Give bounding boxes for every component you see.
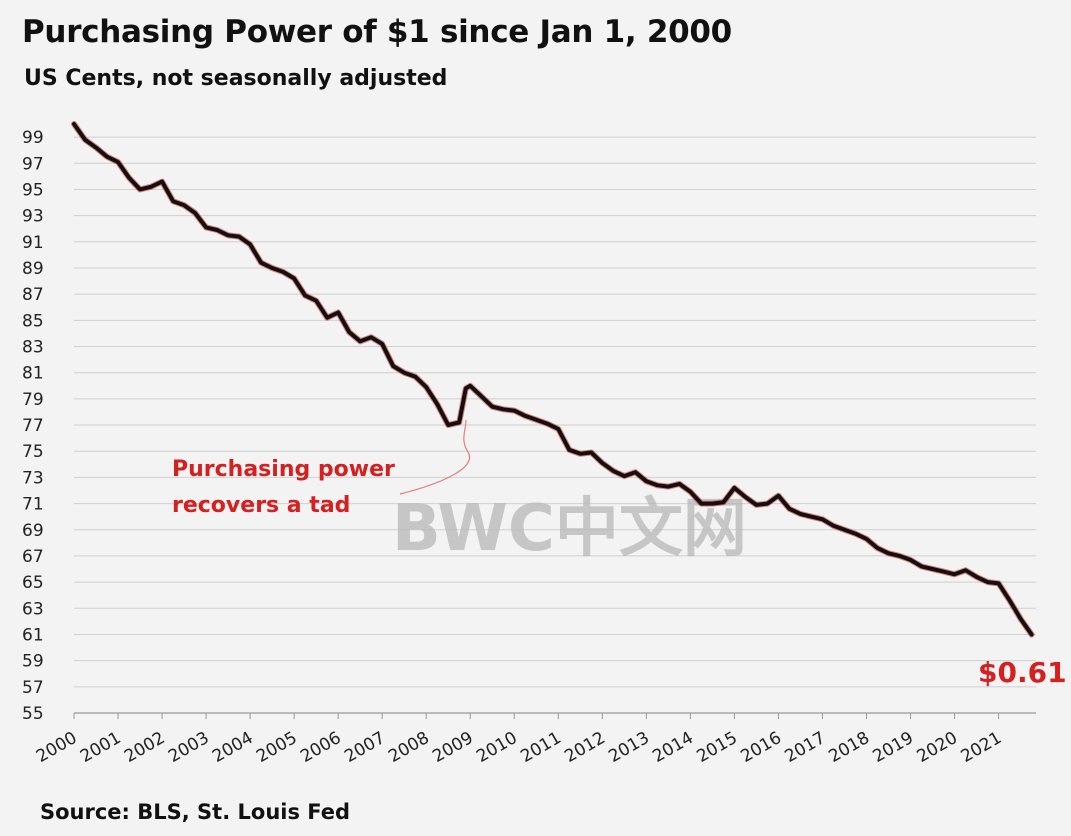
source-note: Source: BLS, St. Louis Fed — [40, 800, 351, 824]
series-line — [72, 122, 1034, 637]
x-tick-label: 2019 — [870, 728, 917, 767]
annotations: Purchasing power recovers a tad $0.61 — [172, 419, 1067, 689]
y-tick-label: 79 — [22, 390, 44, 410]
x-tick-label: 2002 — [121, 728, 168, 767]
x-tick-label: 2021 — [958, 728, 1005, 767]
y-tick-label: 95 — [22, 180, 44, 200]
y-tick-label: 61 — [22, 625, 44, 645]
y-tick-label: 75 — [22, 442, 44, 462]
y-tick-label: 71 — [22, 495, 44, 515]
y-tick-label: 93 — [22, 207, 44, 227]
x-tick-label: 2009 — [429, 728, 476, 767]
chart-title: Purchasing Power of $1 since Jan 1, 2000 — [22, 14, 732, 50]
x-tick-label: 2003 — [165, 728, 212, 767]
x-tick-label: 2012 — [561, 728, 608, 767]
y-tick-label: 57 — [22, 678, 44, 698]
x-tick-label: 2015 — [693, 728, 740, 767]
x-tick-label: 2017 — [781, 728, 828, 767]
y-tick-label: 87 — [22, 285, 44, 305]
y-tick-label: 85 — [22, 311, 44, 331]
watermark: BWC中文网 — [392, 492, 747, 566]
end-value-label: $0.61 — [978, 656, 1067, 689]
y-tick-label: 83 — [22, 338, 44, 358]
x-tick-label: 2005 — [253, 728, 300, 767]
x-tick-label: 2008 — [385, 728, 432, 767]
annotation-connector — [399, 419, 471, 495]
y-tick-label: 99 — [22, 128, 44, 148]
y-tick-label: 77 — [22, 416, 44, 436]
chart-subtitle: US Cents, not seasonally adjusted — [24, 66, 448, 91]
x-tick-label: 2007 — [341, 728, 388, 767]
annotation-recovery-line-1: Purchasing power — [172, 457, 395, 482]
y-tick-label: 97 — [22, 154, 44, 174]
x-tick-label: 2011 — [517, 728, 564, 767]
y-tick-label: 59 — [22, 652, 44, 672]
x-axis: 2000200120022003200420052006200720082009… — [33, 712, 1036, 767]
y-tick-label: 89 — [22, 259, 44, 279]
x-tick-label: 2010 — [473, 728, 520, 767]
y-tick-label: 73 — [22, 468, 44, 488]
y-tick-label: 67 — [22, 547, 44, 567]
annotation-recovery-line-2: recovers a tad — [172, 493, 350, 518]
x-tick-label: 2018 — [826, 728, 873, 767]
x-tick-label: 2014 — [649, 728, 696, 767]
x-tick-label: 2004 — [209, 728, 256, 767]
y-tick-label: 81 — [22, 364, 44, 384]
y-tick-label: 63 — [22, 599, 44, 619]
y-tick-label: 65 — [22, 573, 44, 593]
y-tick-label: 55 — [22, 704, 44, 724]
series-layer — [71, 121, 1035, 638]
x-tick-label: 2000 — [33, 728, 80, 767]
x-tick-label: 2013 — [605, 728, 652, 767]
y-tick-label: 91 — [22, 233, 44, 253]
y-axis-ticks: 55 57 59 61 63 65 67 69 71 73 75 77 79 81 83 85 87 89 91 93… — [22, 128, 44, 724]
x-tick-label: 2006 — [297, 728, 344, 767]
x-tick-label: 2001 — [77, 728, 124, 767]
x-tick-label: 2020 — [914, 728, 961, 767]
x-tick-label: 2016 — [737, 728, 784, 767]
y-tick-label: 69 — [22, 521, 44, 541]
